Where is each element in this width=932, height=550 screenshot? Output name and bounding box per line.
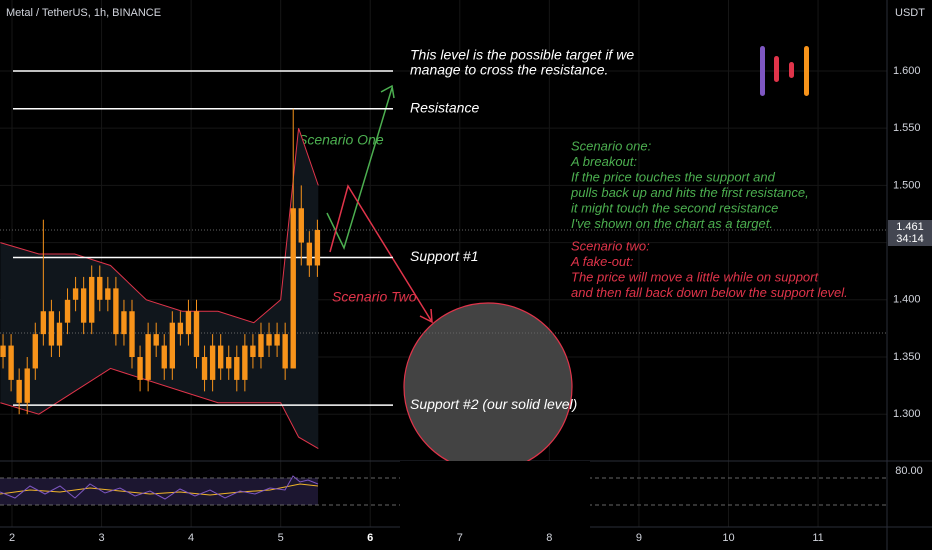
candle-body [201,357,208,380]
x-tick-label: 8 [546,532,552,544]
x-tick-label: 10 [722,532,734,544]
logo-bar [760,46,765,96]
y-axis-label: USDT [895,7,925,19]
target-circle [403,302,573,472]
candle-body [0,345,6,358]
level-label: Support #1 [410,248,479,264]
logo-bar [789,62,794,78]
arrow-head [419,308,433,324]
x-tick-label: 6 [367,532,373,544]
chart-title: Metal / TetherUS, 1h, BINANCE [6,7,161,19]
candle-body [56,322,63,346]
band-upper [0,127,319,324]
candle-body [153,334,159,346]
candle-body [16,379,22,403]
candle-body [314,230,321,266]
logo-bar [804,46,809,96]
candle-body [290,208,296,369]
scenario-note: A breakout: [570,154,637,169]
x-tick-label: 4 [188,532,194,544]
rsi-line [0,475,319,500]
candle-body [97,276,103,300]
y-tick-label: 1.350 [893,351,921,363]
rsi-tick-label: 80.00 [895,465,923,477]
x-tick-label: 5 [278,532,284,544]
candle-body [282,334,288,369]
level-label: This level is the possible target if we [410,47,634,63]
x-tick-label: 2 [9,532,15,544]
level-label: manage to cross the resistance. [410,62,608,78]
scenario-note: The price will move a little while on su… [571,269,819,284]
candle-body [121,311,127,335]
candle-body [242,345,248,380]
candle-body [217,345,224,369]
last-price: 1.461 [896,221,924,233]
candle-body [209,345,216,380]
scenario-note: A fake-out: [570,254,634,269]
scenario-one-label: Scenario One [298,132,384,148]
candle-body [177,322,184,335]
scenario-note: Scenario one: [571,138,652,153]
level-label: Support #2 (our solid level) [410,396,577,412]
candle-body [105,288,111,300]
candle-body [266,334,272,346]
candle-body [48,311,55,346]
candle-body [169,322,175,369]
x-tick-label: 9 [636,532,642,544]
scenario-note: I've shown on the chart as a target. [571,216,773,231]
candle-body [306,242,313,266]
level-label: Resistance [410,99,479,115]
candle-body [161,345,167,369]
scenario-one-arrow [326,87,393,251]
candle-body [129,311,135,358]
circle-clip [400,461,590,531]
candle-body [40,311,47,335]
candle-body [193,311,200,358]
candle-body [24,368,30,403]
y-tick-label: 1.600 [893,65,921,77]
candle-body [80,288,87,323]
y-tick-label: 1.550 [893,122,921,134]
x-tick-label: 11 [812,532,823,544]
scenario-note: and then fall back down below the suppor… [571,285,848,300]
candle-body [145,334,151,380]
y-tick-label: 1.400 [893,294,921,306]
scenario-note: Scenario two: [571,238,650,253]
scenario-note: it might touch the second resistance [571,200,778,215]
candle-body [258,334,264,358]
candle-body [274,334,280,346]
candle-body [64,299,71,323]
arrow-head [380,84,395,99]
price-tag [888,220,932,246]
candle-body [226,357,232,369]
countdown: 34:14 [896,233,924,245]
candle-body [89,276,95,323]
candle-body [250,345,256,358]
candle-body [72,288,79,300]
scenario-two-label: Scenario Two [332,289,417,305]
candle-body [113,288,119,335]
candle-body [32,334,38,369]
y-tick-label: 1.300 [893,408,921,420]
band-lower [0,367,319,449]
x-tick-label: 3 [98,532,104,544]
candle-body [234,357,240,380]
x-tick-label: 7 [457,532,463,544]
logo-bar [774,56,779,82]
candle-body [137,357,143,380]
y-tick-label: 1.500 [893,179,921,191]
scenario-note: pulls back up and hits the first resista… [570,185,809,200]
candle-body [185,311,192,335]
candle-body [298,208,304,243]
scenario-note: If the price touches the support and [571,169,776,184]
candle-body [8,345,14,380]
